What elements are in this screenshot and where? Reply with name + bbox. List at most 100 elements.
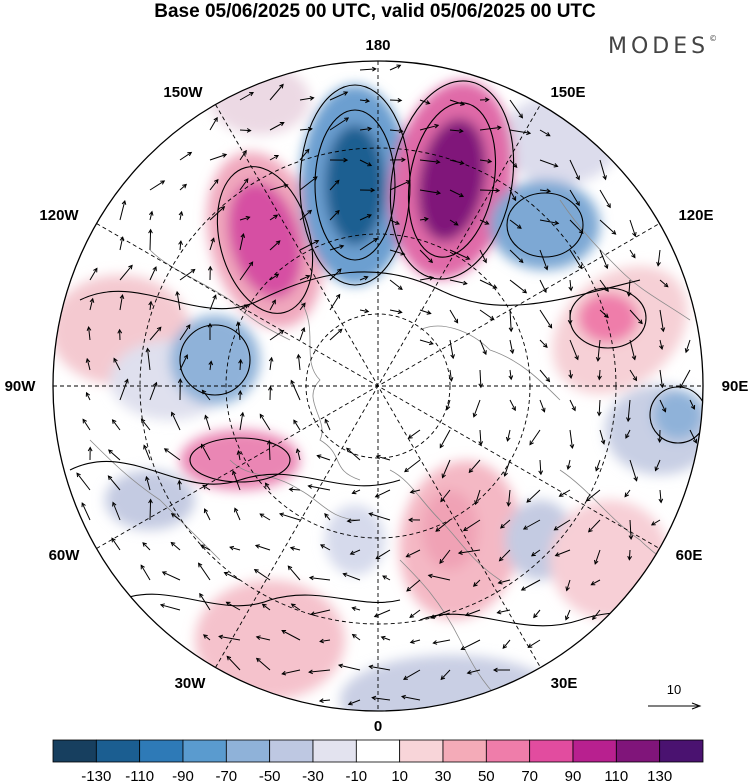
wind-vector-head [185,324,191,330]
wind-vector [533,609,541,618]
wind-vector-head [441,473,446,479]
wind-vector-head [375,554,381,560]
wind-vector [359,309,369,313]
wind-vector-head [592,615,597,621]
wind-vector-head [679,383,684,389]
wind-vector [468,459,481,473]
wind-vector [239,216,250,221]
wind-vector [406,579,421,592]
wind-vector [338,664,361,671]
contour-line [314,109,396,261]
wind-vector-head [482,258,487,264]
wind-vector-head [293,419,298,425]
wind-vector-head [587,527,593,533]
wind-vector [539,339,548,348]
wind-vector [179,324,191,341]
wind-vector-head [526,498,532,503]
wind-vector [509,309,512,332]
wind-vector-head [662,407,667,413]
wind-vector-head [259,413,265,419]
wind-vector [659,279,669,288]
wind-vector [389,180,411,191]
wind-vector [209,206,225,221]
wind-vector [410,489,421,493]
wind-vector-head [462,280,468,286]
wind-vector [108,475,121,491]
wind-vector [149,499,152,521]
wind-vector [348,699,361,705]
wind-vector-head [690,404,696,410]
wind-vector-head [631,355,637,361]
contour-line [389,80,515,280]
map-disk [53,61,703,711]
lon-label-60w: 60W [49,547,81,564]
wind-vector-head [226,655,232,661]
wind-vector [559,489,571,497]
wind-vector [419,189,441,194]
wind-vector [375,549,391,560]
vector-reference-arrowhead [691,702,702,710]
wind-vector [329,294,341,311]
colorbar-swatch [269,739,314,763]
wind-vector-head [281,630,287,635]
wind-vector-head [401,157,406,163]
polar-cap [308,316,448,456]
colorbar-tick-label: 70 [521,768,538,783]
colorbar-tick-label: -10 [345,768,367,783]
wind-vector-head [289,546,295,551]
contour-line [299,84,411,286]
wind-vector-head [202,634,208,639]
wind-vector [209,179,219,191]
wind-vector-head [229,545,235,551]
wind-vector [359,68,376,71]
wind-vector [119,295,123,311]
wind-vector [419,277,434,281]
wind-vector-head [274,273,280,279]
wind-vector-head [335,209,340,215]
wind-vector [449,129,463,132]
wind-vector-head [240,232,246,238]
wind-vector-head [496,125,502,131]
wind-vector-head [375,454,381,460]
wind-vector-head [140,418,146,424]
wind-vector [449,249,470,260]
wind-vector [509,279,527,294]
wind-vector-head [395,220,400,225]
wind-vector [555,549,571,557]
wind-vector [324,419,331,431]
wind-vector-head [545,132,551,137]
wind-vector [461,639,481,650]
wind-vector [539,309,553,329]
wind-vector [479,159,492,163]
wind-vector-head [212,294,217,300]
lon-label-30w: 30W [175,675,207,692]
wind-vector-head [342,572,348,578]
wind-vector [199,593,211,611]
wind-vector [599,279,609,292]
wind-vector-head [409,613,415,619]
wind-vector [317,455,331,461]
wind-vector-head [503,471,508,477]
lon-label-120w: 120W [39,207,79,224]
wind-vector-head [76,472,81,478]
anomaly-field [53,65,703,711]
wind-vector-head [296,353,302,359]
wind-vector [142,542,151,551]
wind-vector-head [595,356,601,362]
contour-line [419,599,701,627]
wind-vector [389,129,403,132]
wind-vector [201,444,211,461]
wind-vector-head [434,123,440,129]
wind-vector [170,542,181,551]
anomaly-negative-90e-core [653,390,703,440]
wind-vector-head [553,163,559,168]
wind-vector [149,229,152,251]
wind-vector-head [142,542,147,547]
wind-vector [458,549,481,554]
wind-vector [539,189,551,192]
wind-vector-head [508,327,514,333]
meridian-30w-150e [215,104,541,668]
wind-vector-head [459,192,465,198]
wind-vector [449,369,452,381]
wind-vector-head [351,489,357,495]
